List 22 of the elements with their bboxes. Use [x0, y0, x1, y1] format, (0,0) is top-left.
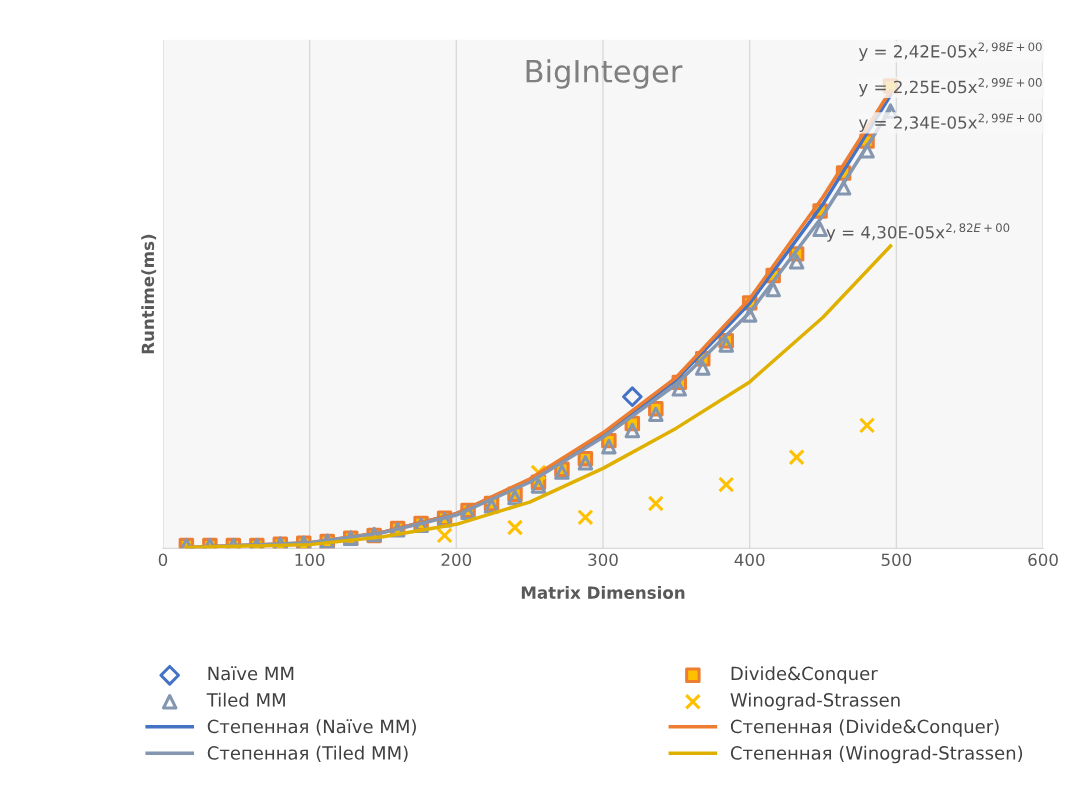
legend-label: Divide&Conquer: [731, 666, 878, 684]
legend-label: Степенная (Naïve MM): [207, 719, 416, 736]
x-axis-title: Matrix Dimension: [521, 585, 685, 599]
annotation: y = 2,34E-05x$^{2,99E+00}$: [858, 113, 1042, 133]
legend-label: Степенная (Tiled MM): [207, 745, 408, 762]
x-tick-label: 600: [1028, 553, 1058, 567]
text: y = 2,42E-05x$^{2,98E+00}$: [858, 42, 1042, 61]
x-tick-label: 0: [158, 553, 168, 567]
legend-label: Naïve MM: [208, 666, 294, 681]
annotation: y = 2,25E-05x$^{2,99E+00}$: [858, 77, 1042, 97]
legend-label: Tiled MM: [206, 692, 285, 707]
x-tick-label: 200: [441, 553, 472, 567]
chart-title: BigInteger: [526, 59, 683, 89]
legend-label: Степенная (Divide&Conquer): [730, 719, 999, 737]
x-tick-label: 500: [881, 553, 912, 567]
legend-label: Winograd-Strassen: [730, 692, 900, 711]
x-tick-label: 400: [734, 553, 765, 567]
annotation: y = 4,30E-05x$^{2,82E+00}$: [826, 223, 1010, 242]
y-axis-title: Runtime(ms): [141, 234, 157, 354]
x-tick-label: 300: [588, 553, 618, 567]
legend-label: Степенная (Winograd-Strassen): [730, 745, 1023, 764]
x-tick-label: 100: [295, 553, 325, 567]
